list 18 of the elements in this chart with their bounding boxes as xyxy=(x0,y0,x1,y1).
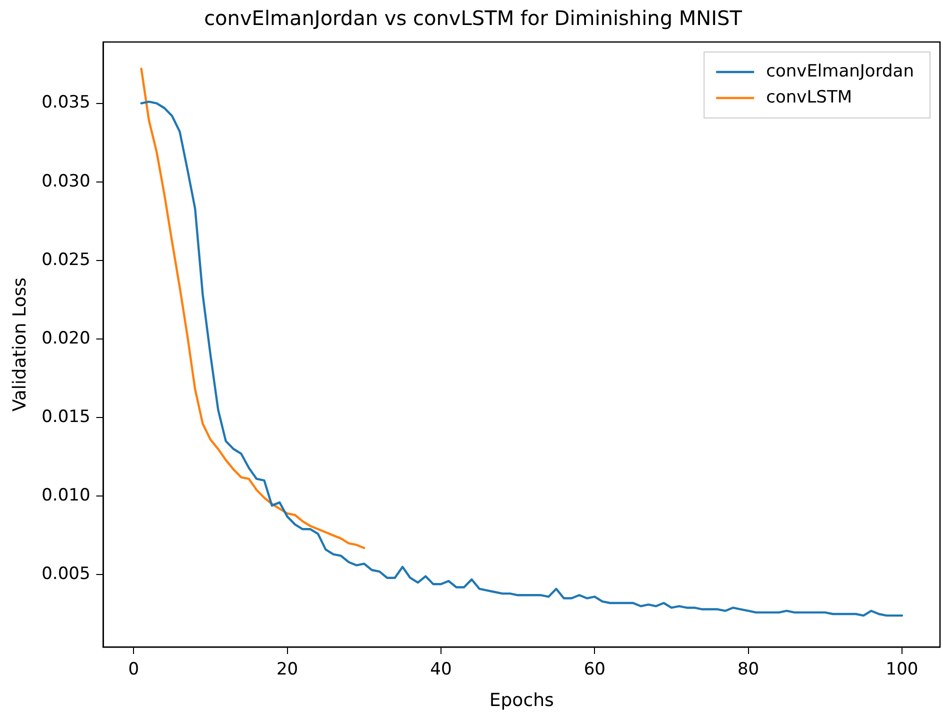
y-tick-label: 0.020 xyxy=(42,328,90,348)
y-tick-label: 0.010 xyxy=(42,486,90,506)
y-tick-label: 0.030 xyxy=(42,171,90,192)
y-tick-label: 0.015 xyxy=(42,406,90,427)
y-tick-label: 0.005 xyxy=(42,564,90,584)
y-tick-label: 0.025 xyxy=(42,250,90,270)
y-tick-label: 0.035 xyxy=(42,92,90,113)
x-tick-label: 40 xyxy=(430,660,452,680)
x-tick-label: 60 xyxy=(584,660,606,680)
y-axis-title: Validation Loss xyxy=(9,277,30,412)
x-tick-label: 0 xyxy=(128,660,140,680)
x-tick-label: 100 xyxy=(886,660,918,680)
x-tick-label: 20 xyxy=(276,660,298,680)
legend-label: convElmanJordan xyxy=(766,61,914,82)
x-tick-label: 80 xyxy=(737,660,760,680)
legend-label: convLSTM xyxy=(766,87,852,108)
x-axis-title: Epochs xyxy=(489,690,554,711)
chart-title: convElmanJordan vs convLSTM for Diminishing MNIST xyxy=(204,6,743,30)
